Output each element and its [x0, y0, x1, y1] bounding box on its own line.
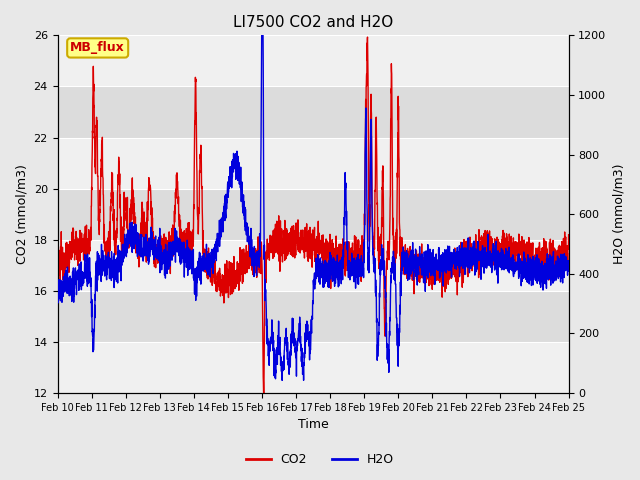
- Y-axis label: CO2 (mmol/m3): CO2 (mmol/m3): [15, 164, 28, 264]
- Legend: CO2, H2O: CO2, H2O: [241, 448, 399, 471]
- Bar: [58, 138, 568, 189]
- Bar: [58, 342, 568, 393]
- Bar: [58, 86, 568, 138]
- X-axis label: Time: Time: [298, 419, 328, 432]
- Y-axis label: H2O (mmol/m3): H2O (mmol/m3): [612, 164, 625, 264]
- Title: LI7500 CO2 and H2O: LI7500 CO2 and H2O: [233, 15, 393, 30]
- Bar: [58, 36, 568, 86]
- Text: MB_flux: MB_flux: [70, 41, 125, 54]
- Bar: [58, 189, 568, 240]
- Bar: [58, 240, 568, 291]
- Bar: [58, 291, 568, 342]
